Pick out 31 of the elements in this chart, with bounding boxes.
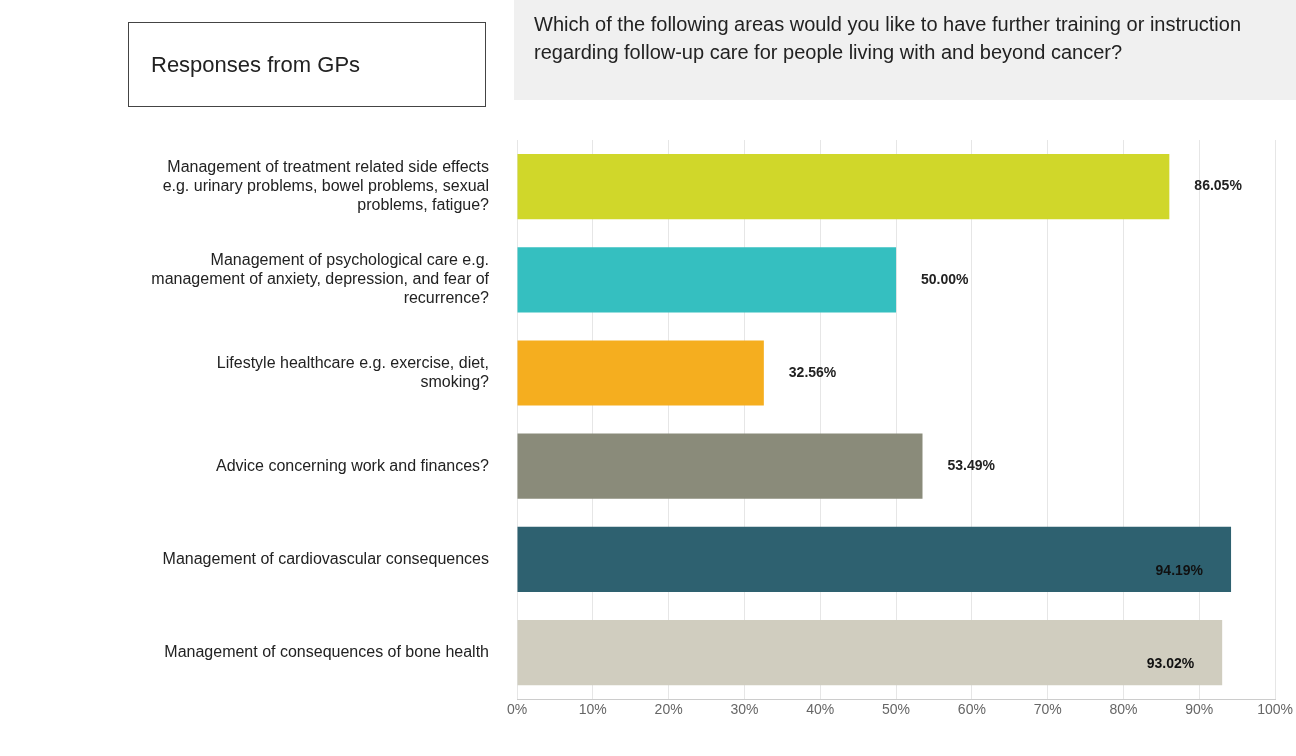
y-tick-label: Advice concerning work and finances?	[215, 456, 490, 474]
y-tick-label: Management of psychological care e.g. management of anxiety, depression, and fear of recurrence?	[151, 251, 490, 307]
x-tick-label: 0%	[506, 701, 528, 718]
x-tick-label: 20%	[654, 701, 683, 718]
y-tick-label: Management of cardiovascular consequences	[162, 549, 489, 567]
bar	[517, 247, 897, 313]
x-tick-label: 100%	[1257, 701, 1293, 718]
data-label: 86.05%	[1194, 177, 1243, 194]
chart-title: Which of the following areas would you like to have further training or instruction regarding follow-up care for people living with and beyond cancer?	[514, 0, 1296, 100]
data-label: 32.56%	[788, 363, 837, 380]
data-label: 50.00%	[921, 270, 970, 287]
bar	[517, 340, 764, 406]
x-tick-label: 30%	[730, 701, 759, 718]
x-tick-label: 40%	[806, 701, 835, 718]
x-tick-label: 90%	[1185, 701, 1214, 718]
data-label: 93.02%	[1146, 655, 1195, 672]
bar	[517, 153, 1170, 220]
bar	[517, 433, 923, 499]
y-tick-label: Lifestyle healthcare e.g. exercise, diet, smoking?	[216, 353, 490, 391]
x-tick-label: 60%	[957, 701, 986, 718]
y-tick-label: Management of consequences of bone health	[164, 643, 489, 661]
x-tick-label: 80%	[1109, 701, 1138, 718]
x-tick-label: 70%	[1033, 701, 1062, 718]
bar	[517, 619, 1223, 686]
x-tick-label: 50%	[882, 701, 911, 718]
x-tick-label: 10%	[578, 701, 607, 718]
y-tick-label: Management of treatment related side effects e.g. urinary problems, bowel problems, sexual problems, fatigue?	[162, 157, 490, 214]
data-label: 53.49%	[947, 457, 996, 474]
data-label: 94.19%	[1155, 562, 1204, 579]
text: Responses from GPs	[128, 22, 486, 107]
bar	[517, 526, 1232, 593]
